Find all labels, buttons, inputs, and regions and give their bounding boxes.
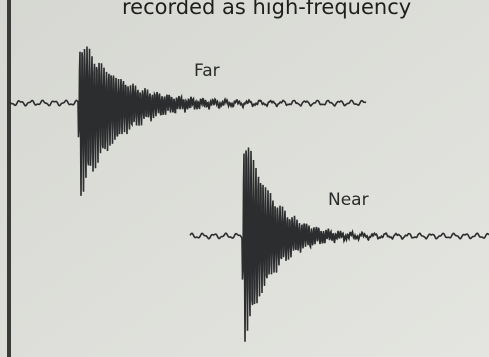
far-label: Far: [194, 61, 220, 81]
figure: recorded as high-frequency Far Near: [0, 0, 489, 357]
header-text: recorded as high-frequency: [122, 0, 411, 19]
page: {"header": {"text": "recorded as high-fr…: [0, 0, 489, 357]
near-label: Near: [328, 190, 369, 210]
page-edge: [7, 0, 11, 357]
